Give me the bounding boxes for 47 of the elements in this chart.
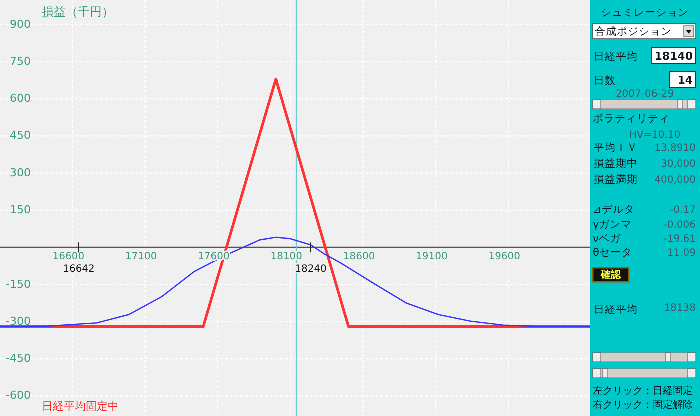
line-series: [0, 236, 591, 328]
text: νベガ: [593, 233, 622, 245]
text: ⊿デルタ: [593, 204, 635, 216]
y-tick-label: 900: [10, 18, 31, 31]
text: 日経平均: [594, 51, 638, 63]
y-tick-label: 150: [10, 203, 31, 216]
y-tick-label: 300: [10, 166, 31, 180]
x-tick-label: 16600: [52, 252, 85, 263]
text: 30,000: [661, 159, 696, 170]
x-tick-label: 17100: [125, 252, 158, 263]
y-tick-label: -150: [6, 278, 31, 291]
y-tick-label: 450: [10, 129, 31, 142]
x-tick-label: 18600: [343, 252, 376, 263]
y-axis-title: 損益（千円）: [42, 5, 114, 19]
text: 左クリック：日経固定: [593, 385, 693, 397]
text: HV=10.10: [629, 130, 681, 141]
x-tick-label: 19600: [488, 252, 521, 263]
text: ボラティリティ: [593, 113, 670, 125]
text: γガンマ: [593, 219, 632, 231]
text: 14: [678, 74, 694, 87]
text: 確認: [600, 269, 622, 281]
text: -0.006: [664, 220, 696, 231]
x-tick-label: 19100: [416, 252, 448, 263]
text: 平均ＩＶ: [594, 142, 638, 154]
text: 18138: [664, 303, 696, 314]
y-tick-label: -600: [6, 389, 31, 402]
y-tick-label: -450: [6, 352, 31, 366]
annotation: 16642: [63, 264, 95, 275]
text: 損益期中: [594, 157, 638, 170]
text: 18140: [654, 50, 694, 63]
text: 合成ポジション: [595, 25, 672, 38]
text: 日数: [594, 75, 616, 87]
y-tick-label: 600: [10, 92, 31, 106]
text: 日経平均: [594, 304, 638, 316]
text: 400,000: [654, 175, 696, 186]
annotation: 日経平均固定中: [42, 400, 119, 413]
y-tick-label: -300: [6, 314, 31, 328]
text: シュミレーション: [601, 7, 689, 19]
text: θセータ: [593, 247, 632, 259]
text: 11.09: [667, 248, 696, 259]
text: 右クリック：固定解除: [593, 399, 693, 411]
text: -0.17: [670, 205, 696, 216]
text: 損益満期: [594, 173, 638, 186]
text: -19.61: [664, 234, 696, 245]
y-tick-label: 750: [10, 54, 31, 68]
text: 13.8910: [654, 143, 696, 154]
text: 2007-06-29: [616, 89, 674, 100]
